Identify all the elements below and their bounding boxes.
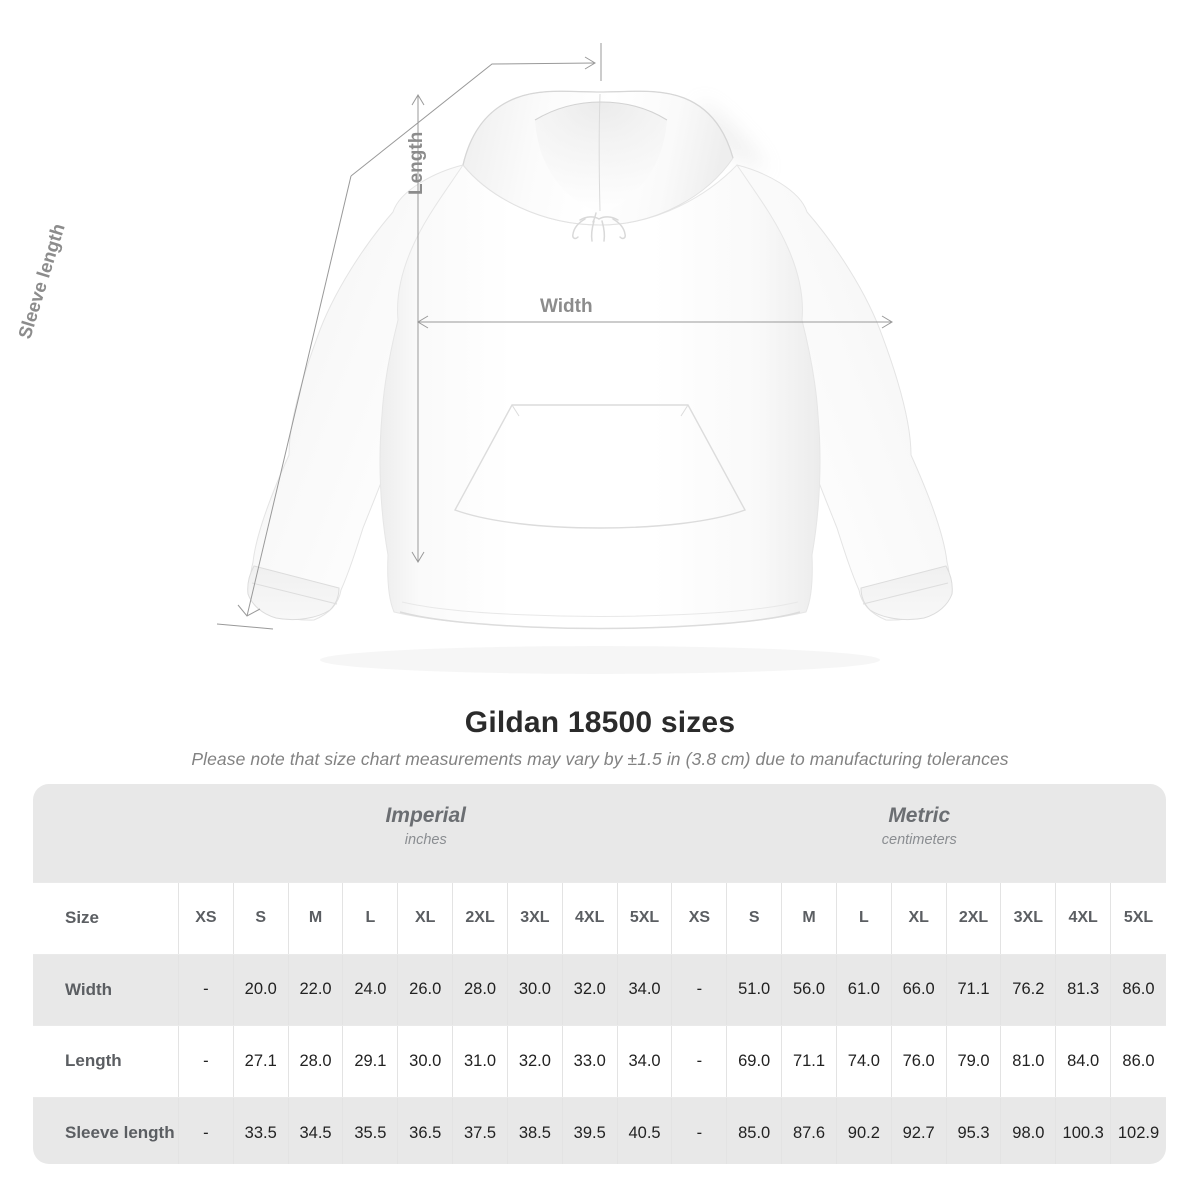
svg-text:Sleeve length: Sleeve length [14, 221, 69, 341]
svg-text:Width: Width [540, 296, 593, 317]
svg-text:Length: Length [406, 132, 427, 195]
